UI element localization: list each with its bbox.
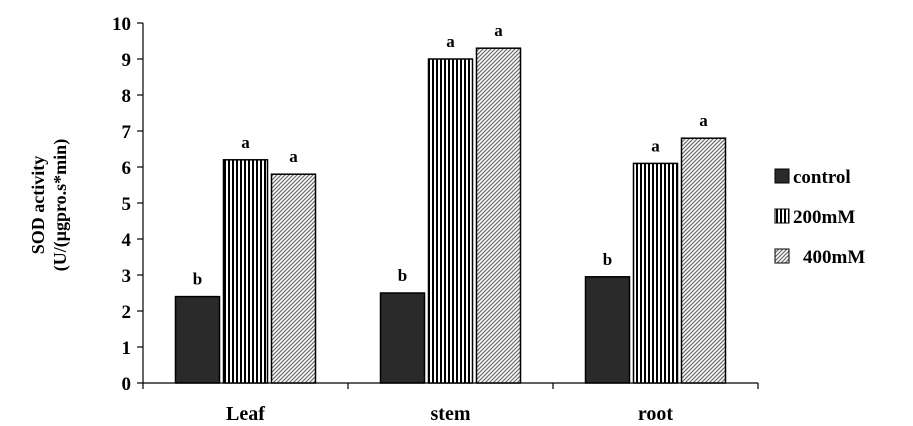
bar-significance-label: b [398, 266, 407, 285]
y-axis-title-line-2: (U/(μgpro.s*min) [50, 139, 71, 271]
y-tick-label: 0 [122, 374, 132, 395]
legend-label-400mM: 400mM [803, 247, 865, 268]
y-tick-label: 6 [122, 158, 132, 179]
y-axis-title-line-1: SOD activity [28, 156, 48, 255]
y-tick-label: 7 [122, 122, 132, 143]
bar-200mM-Leaf [222, 159, 269, 384]
bar-control-stem [379, 292, 426, 384]
bar-significance-label: a [446, 32, 455, 51]
y-tick-label: 2 [122, 302, 132, 323]
y-axis-ticks: 0 1 2 3 4 5 6 7 8 9 10 [112, 14, 143, 395]
y-tick-label: 8 [122, 86, 132, 107]
legend: control 200mM 400mM [774, 167, 865, 268]
bar-400mM-Leaf [270, 173, 317, 384]
legend-label-200mM: 200mM [793, 207, 855, 228]
x-tick-label: root [638, 403, 674, 425]
legend-swatch-200mM [774, 208, 790, 224]
x-tick-label: stem [431, 403, 471, 425]
bar-200mM-root [632, 162, 679, 384]
x-axis-category-labels: Leaf stem root [142, 383, 759, 425]
bar-significance-label: b [603, 250, 612, 269]
bar-significance-label: a [651, 136, 660, 155]
bar-significance-label: a [289, 147, 298, 166]
y-axis-title: SOD activity (U/(μgpro.s*min) [28, 139, 71, 271]
bar-200mM-stem [427, 58, 474, 384]
bar-400mM-root [680, 137, 727, 384]
y-tick-label: 3 [122, 266, 132, 287]
bar-400mM-stem [475, 47, 522, 384]
bar-control-root [584, 276, 631, 384]
y-tick-label: 5 [122, 194, 132, 215]
y-tick-label: 10 [112, 14, 131, 35]
bar-significance-label: a [241, 133, 250, 152]
y-tick-label: 4 [122, 230, 132, 251]
bar-significance-label: b [193, 270, 202, 289]
bars [174, 47, 727, 384]
y-tick-label: 9 [122, 50, 132, 71]
bar-significance-label: a [699, 111, 708, 130]
bar-significance-labels: b a a b a a b a a [193, 21, 708, 288]
legend-label-control: control [793, 167, 851, 188]
legend-swatch-control [774, 168, 790, 184]
legend-swatch-400mM [774, 248, 790, 264]
bar-significance-label: a [494, 21, 503, 40]
y-tick-label: 1 [122, 338, 132, 359]
x-tick-label: Leaf [226, 403, 265, 425]
bar-control-Leaf [174, 295, 221, 384]
